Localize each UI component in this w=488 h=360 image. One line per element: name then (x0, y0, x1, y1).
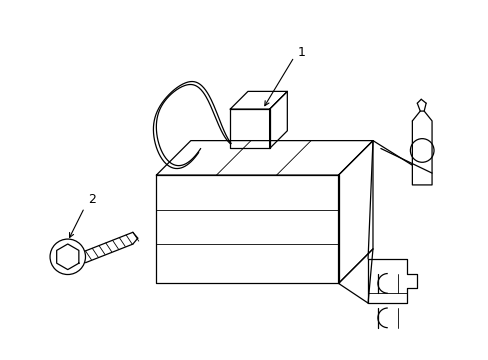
Text: 1: 1 (298, 45, 305, 59)
Text: 2: 2 (88, 193, 96, 206)
